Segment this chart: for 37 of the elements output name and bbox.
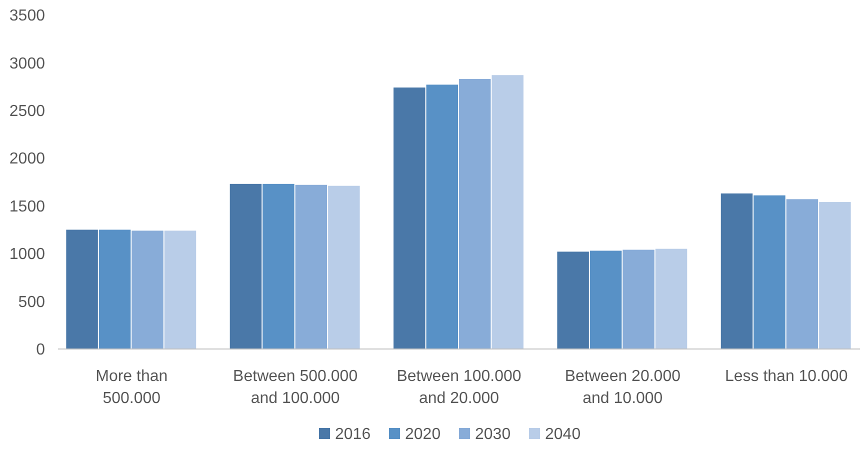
y-tick-label: 0 xyxy=(36,342,46,359)
bar xyxy=(720,193,753,349)
legend-label: 2030 xyxy=(475,426,511,443)
bar xyxy=(754,195,786,349)
bar xyxy=(262,184,294,349)
bar xyxy=(328,186,360,349)
bar xyxy=(492,75,524,349)
y-tick-label: 500 xyxy=(18,294,46,311)
bar xyxy=(98,230,131,349)
bar xyxy=(164,230,196,349)
x-tick-label: Less than 10.000 xyxy=(724,368,848,385)
x-tick-label: More than 500.000 xyxy=(96,368,168,407)
legend-label: 2040 xyxy=(545,426,581,443)
x-tick-label: Between 20.000 and 10.000 xyxy=(564,368,681,407)
y-tick-label: 2500 xyxy=(9,103,46,120)
bar xyxy=(295,184,328,349)
bar xyxy=(426,84,458,349)
y-tick-label: 3500 xyxy=(9,8,46,25)
x-tick-label: Between 500.000 and 100.000 xyxy=(233,368,358,407)
y-tick-label: 2000 xyxy=(9,150,46,168)
legend-label: 2020 xyxy=(405,426,441,443)
bar xyxy=(786,199,818,349)
y-tick-label: 3000 xyxy=(9,55,46,72)
bar xyxy=(230,184,262,349)
bar xyxy=(459,78,491,349)
bar xyxy=(622,250,654,349)
bar xyxy=(655,248,688,349)
bar xyxy=(394,88,426,349)
bar xyxy=(66,230,98,349)
legend-label: 2016 xyxy=(335,426,371,443)
bar xyxy=(557,252,589,349)
bar xyxy=(132,230,164,349)
y-tick-label: 1500 xyxy=(9,198,46,216)
y-tick-label: 1000 xyxy=(9,246,46,264)
bar xyxy=(819,202,851,349)
bar xyxy=(590,250,622,349)
x-tick-label: Between 100.000 and 20.000 xyxy=(396,368,522,407)
